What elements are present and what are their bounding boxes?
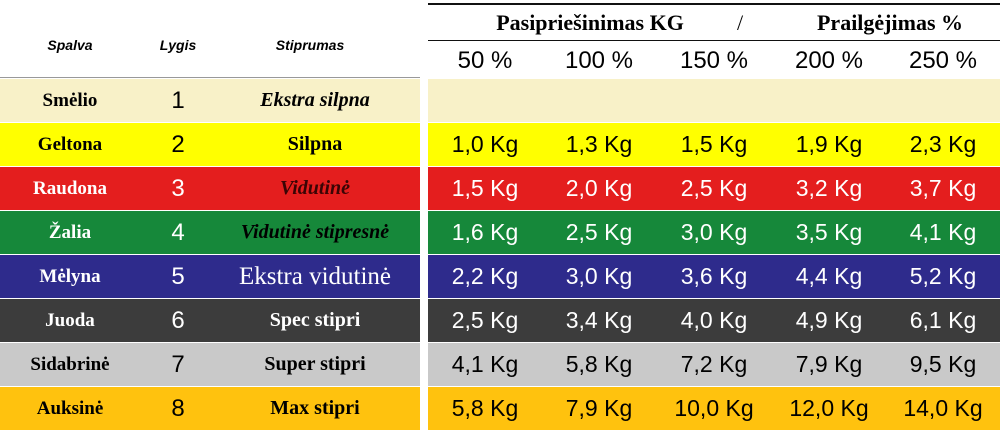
row-background bbox=[0, 167, 420, 210]
percent-header: 150 % bbox=[679, 47, 749, 74]
cell-value: 3,6 Kg bbox=[680, 263, 748, 289]
rule bbox=[0, 77, 420, 78]
strength: Max stipri bbox=[270, 397, 360, 419]
strength: Silpna bbox=[287, 133, 343, 155]
percent-header: 50 % bbox=[457, 47, 513, 74]
cell-value: 2,0 Kg bbox=[565, 175, 633, 201]
cell-value: 5,8 Kg bbox=[565, 351, 633, 377]
row-background bbox=[0, 255, 420, 298]
row-background bbox=[428, 123, 1000, 166]
cell-value: 4,4 Kg bbox=[795, 263, 863, 289]
row-background bbox=[428, 79, 1000, 122]
cell-value: 1,5 Kg bbox=[680, 131, 748, 157]
percent-header: 100 % bbox=[564, 47, 634, 74]
level: 8 bbox=[171, 394, 185, 422]
level: 4 bbox=[171, 218, 185, 246]
cell-value: 5,2 Kg bbox=[909, 263, 977, 289]
cell-value: 2,2 Kg bbox=[451, 263, 519, 289]
color-name: Žalia bbox=[48, 221, 92, 243]
column-header: Lygis bbox=[159, 37, 197, 53]
cell-value: 1,9 Kg bbox=[795, 131, 863, 157]
row-background bbox=[0, 299, 420, 342]
cell-value: 10,0 Kg bbox=[674, 395, 754, 421]
level: 5 bbox=[171, 262, 185, 290]
level: 7 bbox=[171, 350, 185, 378]
column-header: Spalva bbox=[47, 37, 93, 53]
cell-value: 1,5 Kg bbox=[451, 175, 519, 201]
strength: Spec stipri bbox=[269, 309, 361, 331]
color-name: Auksinė bbox=[36, 397, 104, 419]
cell-value: 3,4 Kg bbox=[565, 307, 633, 333]
cell-value: 4,0 Kg bbox=[680, 307, 748, 333]
color-name: Sidabrinė bbox=[30, 353, 110, 375]
cell-value: 4,1 Kg bbox=[909, 219, 977, 245]
row-background bbox=[0, 387, 420, 430]
cell-value: 5,8 Kg bbox=[451, 395, 519, 421]
rule bbox=[428, 40, 1000, 41]
level: 6 bbox=[171, 306, 185, 334]
strength: Vidutinė bbox=[279, 177, 351, 199]
separator: / bbox=[736, 10, 744, 35]
cell-value: 7,9 Kg bbox=[795, 351, 863, 377]
row-background bbox=[428, 211, 1000, 254]
color-name: Geltona bbox=[37, 133, 103, 155]
cell-value: 9,5 Kg bbox=[909, 351, 977, 377]
cell-value: 3,0 Kg bbox=[565, 263, 633, 289]
cell-value: 3,7 Kg bbox=[909, 175, 977, 201]
cell-value: 4,1 Kg bbox=[451, 351, 519, 377]
cell-value: 14,0 Kg bbox=[903, 395, 983, 421]
percent-header: 200 % bbox=[794, 47, 864, 74]
level: 2 bbox=[171, 130, 185, 158]
row-background bbox=[428, 167, 1000, 210]
color-name: Mėlyna bbox=[39, 265, 101, 287]
group-header: Pasipriešinimas KG bbox=[496, 10, 684, 35]
cell-value: 1,6 Kg bbox=[451, 219, 519, 245]
strength: Vidutinė stipresnė bbox=[240, 221, 390, 243]
cell-value: 1,0 Kg bbox=[451, 131, 519, 157]
cell-value: 12,0 Kg bbox=[789, 395, 869, 421]
cell-value: 1,3 Kg bbox=[565, 131, 633, 157]
cell-value: 2,5 Kg bbox=[680, 175, 748, 201]
color-name: Smėlio bbox=[42, 89, 98, 111]
cell-value: 7,2 Kg bbox=[680, 351, 748, 377]
color-name: Juoda bbox=[45, 309, 95, 331]
column-header: Stiprumas bbox=[275, 37, 345, 53]
color-name: Raudona bbox=[33, 177, 107, 199]
row-background bbox=[0, 123, 420, 166]
cell-value: 6,1 Kg bbox=[909, 307, 977, 333]
strength: Ekstra vidutinė bbox=[238, 262, 392, 290]
row-background bbox=[428, 255, 1000, 298]
cell-value: 7,9 Kg bbox=[565, 395, 633, 421]
level: 3 bbox=[171, 174, 185, 202]
row-background bbox=[428, 343, 1000, 386]
group-header: Prailgėjimas % bbox=[816, 10, 964, 35]
cell-value: 3,2 Kg bbox=[795, 175, 863, 201]
row-background bbox=[0, 79, 420, 122]
cell-value: 2,3 Kg bbox=[909, 131, 977, 157]
rule bbox=[428, 3, 1000, 5]
cell-value: 2,5 Kg bbox=[451, 307, 519, 333]
row-background bbox=[428, 299, 1000, 342]
cell-value: 3,0 Kg bbox=[680, 219, 748, 245]
strength: Super stipri bbox=[264, 353, 366, 375]
row-background bbox=[428, 387, 1000, 430]
level: 1 bbox=[171, 86, 185, 114]
row-background bbox=[0, 343, 420, 386]
cell-value: 4,9 Kg bbox=[795, 307, 863, 333]
row-background bbox=[0, 211, 420, 254]
strength: Ekstra silpna bbox=[260, 89, 370, 111]
percent-header: 250 % bbox=[908, 47, 978, 74]
cell-value: 3,5 Kg bbox=[795, 219, 863, 245]
cell-value: 2,5 Kg bbox=[565, 219, 633, 245]
